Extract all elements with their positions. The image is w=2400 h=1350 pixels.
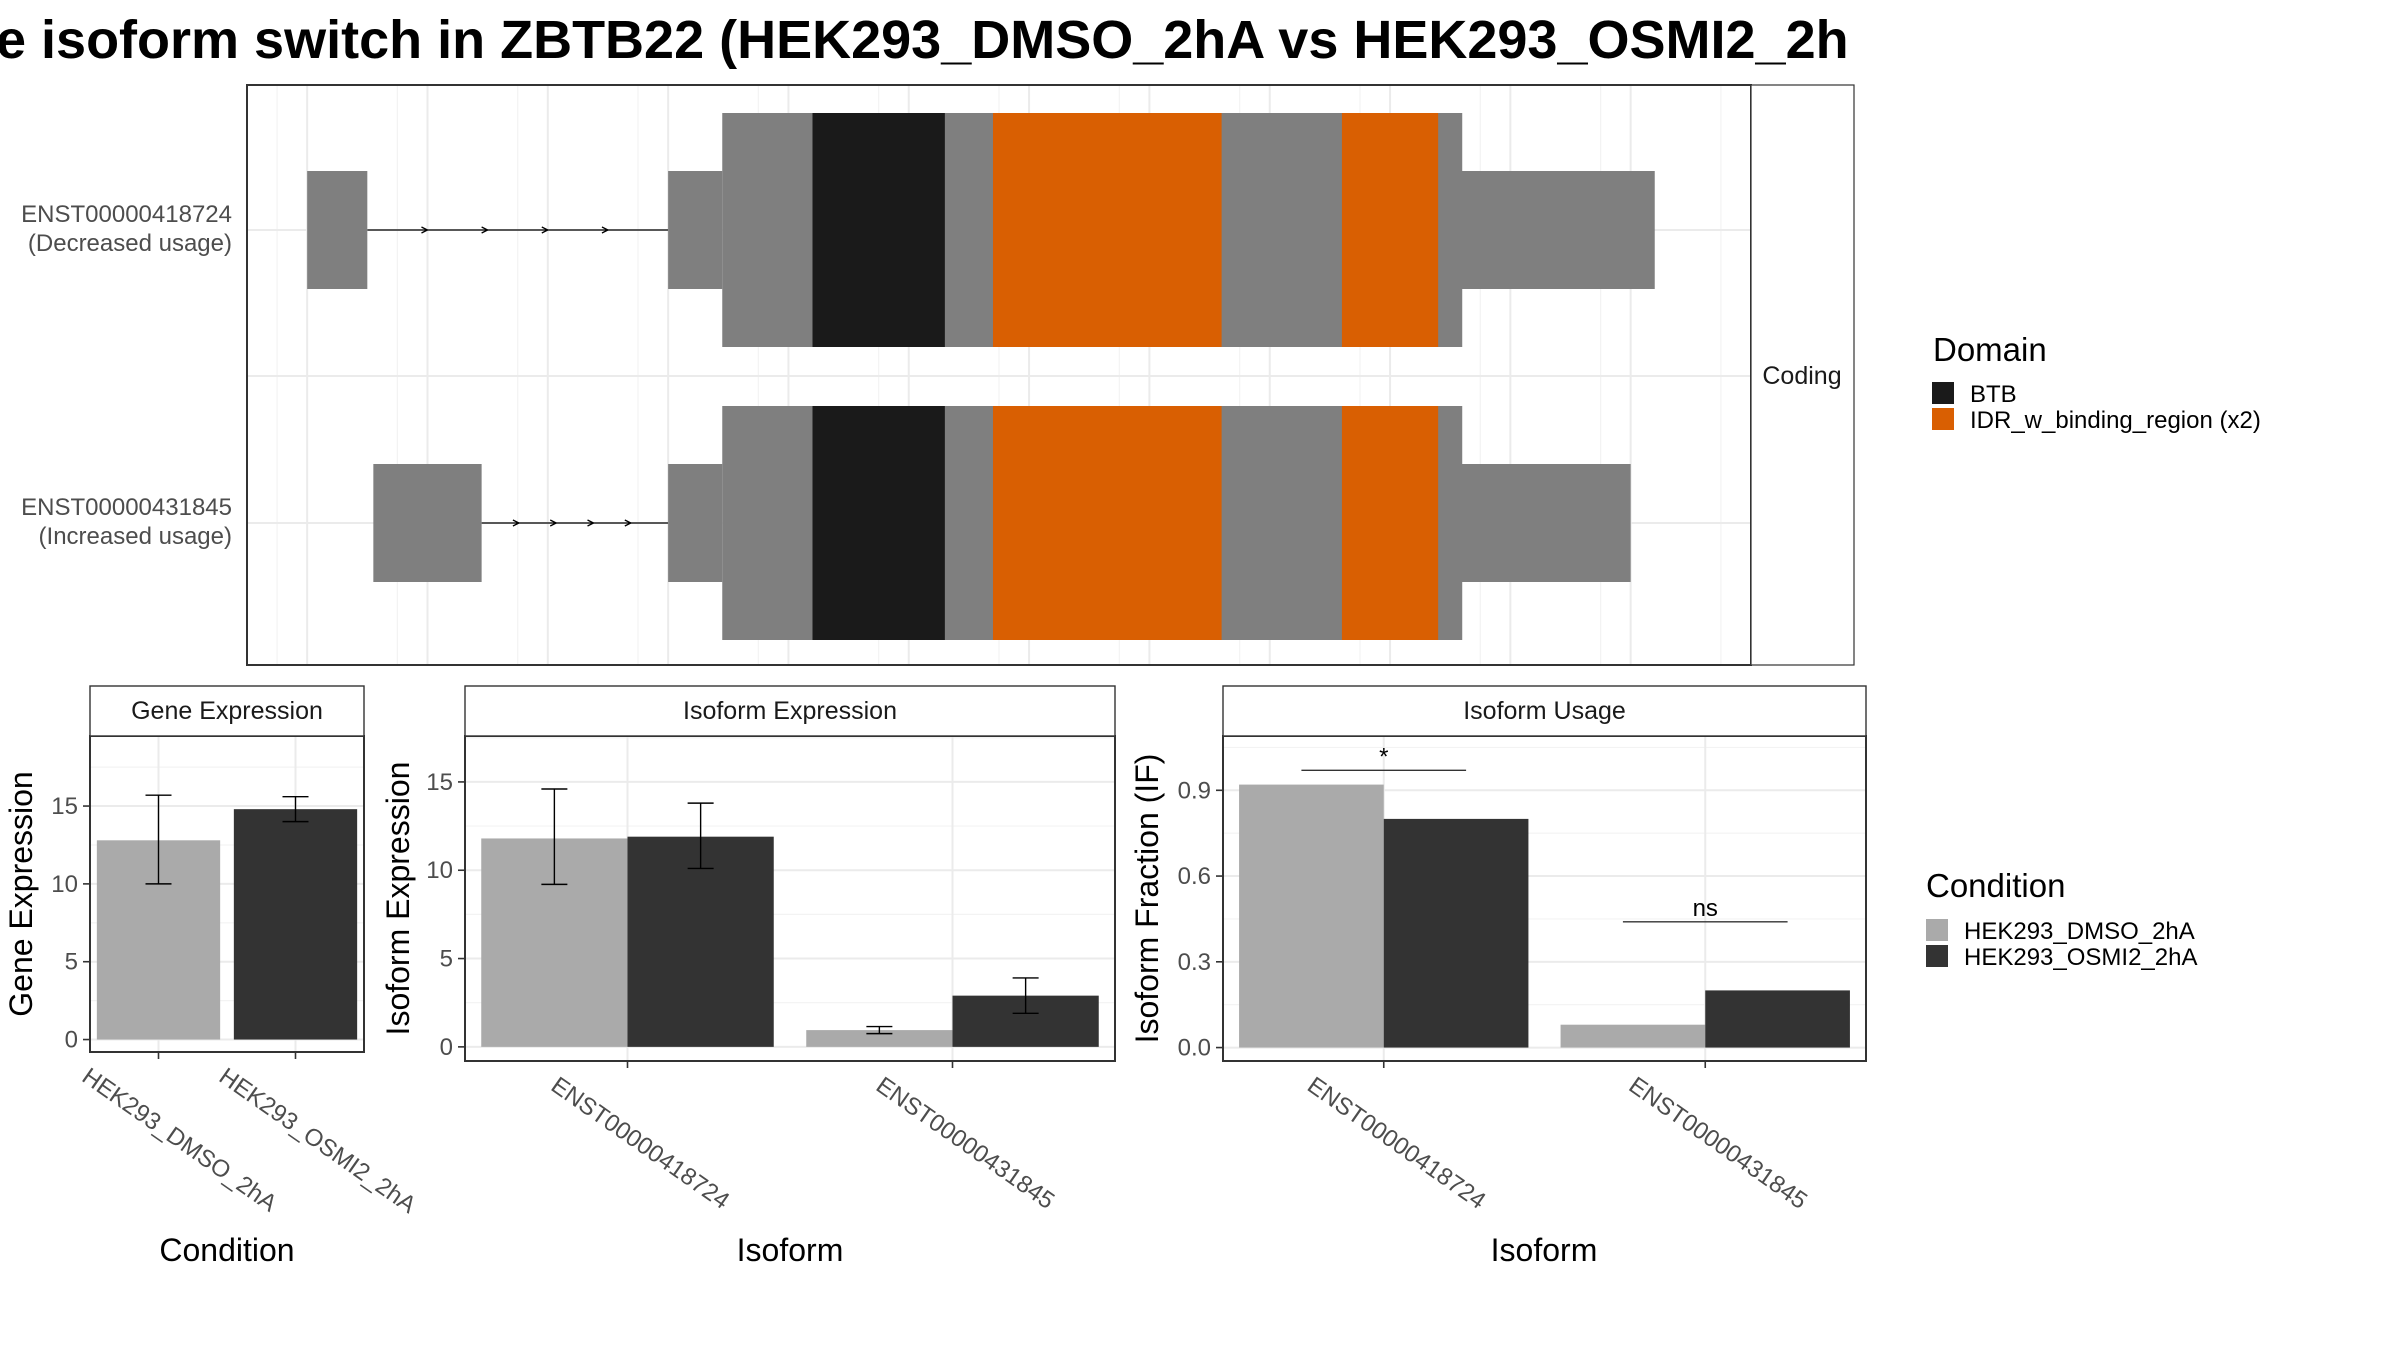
panel-strip-title: Gene Expression (131, 697, 323, 725)
y-tick-label: 0.3 (1178, 949, 1211, 976)
legend-label-dmso: HEK293_DMSO_2hA (1964, 918, 2195, 945)
significance-label: * (1379, 743, 1388, 770)
legend-key-idr (1932, 408, 1954, 430)
figure-title: e isoform switch in ZBTB22 (HEK293_DMSO_… (0, 10, 1849, 70)
isoform-1-id: ENST00000418724 (21, 201, 232, 228)
idr-domain (992, 406, 1222, 640)
intron-direction-arrow (421, 226, 429, 234)
bar-HEK293_DMSO_2hA-ENST00000431845 (1560, 1024, 1706, 1048)
intron-direction-arrow (541, 226, 550, 234)
isoform-2-id: ENST00000431845 (21, 494, 232, 521)
utr-exon-cds-leading (668, 171, 723, 289)
bar-HEK293_OSMI2_2hA (233, 809, 358, 1040)
panel-strip-title: Isoform Expression (683, 697, 897, 725)
bar-HEK293_DMSO_2hA-ENST00000418724 (1239, 784, 1384, 1048)
panel-strip-title: Isoform Usage (1463, 697, 1626, 725)
isoform-usage-panel: * ns Isoform Usage 0.0 0.3 0.6 0.9 ENST00000418… (1129, 685, 1867, 1268)
intron-direction-arrow (601, 226, 610, 234)
condition-legend: Condition HEK293_DMSO_2hA HEK293_OSMI2_2… (1926, 867, 2197, 971)
intron-direction-arrow (512, 519, 521, 527)
legend-key-dmso (1926, 919, 1948, 941)
y-tick-label: 15 (426, 769, 453, 796)
transcript-structure-panel: Coding ENST00000418724 (Decreased usage)… (21, 84, 1855, 666)
y-tick-label: 15 (51, 793, 78, 820)
isoform-1-usage: (Decreased usage) (28, 230, 232, 257)
bar-HEK293_OSMI2_2hA-ENST00000418724 (1383, 818, 1529, 1048)
panel-strip (1222, 685, 1867, 737)
y-tick-label: 10 (426, 857, 453, 884)
intron-direction-arrow (587, 519, 595, 527)
x-axis-title: Condition (159, 1232, 294, 1268)
intron-direction-arrow (549, 519, 558, 527)
x-axis-title: Isoform (1491, 1232, 1598, 1268)
panel-strip (89, 685, 365, 737)
idr-domain (992, 113, 1222, 347)
significance-label: ns (1693, 895, 1718, 922)
utr-exon-end (1450, 171, 1655, 289)
utr-exon-start (307, 171, 368, 289)
condition-legend-title: Condition (1926, 867, 2065, 904)
isoform-1-track (307, 113, 1655, 347)
legend-key-osmi2 (1926, 945, 1948, 967)
y-tick-label: 5 (440, 946, 453, 973)
utr-exon-end (1450, 464, 1631, 582)
y-tick-label: 0.9 (1178, 777, 1211, 804)
x-axis-title: Isoform (737, 1232, 844, 1268)
gene-expression-panel: Gene Expression051015HEK293_DMSO_2hAHEK2… (3, 685, 421, 1268)
x-tick-label: ENST00000431845 (1624, 1072, 1812, 1215)
legend-label-btb: BTB (1970, 381, 2017, 408)
x-tick-label: ENST00000431845 (871, 1072, 1059, 1215)
panel-strip (464, 685, 1116, 737)
btb-domain (812, 406, 945, 640)
idr-domain (1341, 113, 1439, 347)
bar-HEK293_DMSO_2hA-ENST00000431845 (806, 1030, 953, 1047)
y-axis-title: Gene Expression (3, 771, 39, 1016)
y-axis-title: Isoform Expression (380, 762, 416, 1036)
y-tick-label: 0 (440, 1034, 453, 1061)
y-tick-label: 0 (65, 1027, 78, 1054)
intron-direction-arrow (481, 226, 490, 234)
structure-isoform-rows (307, 113, 1655, 640)
y-axis-title: Isoform Fraction (IF) (1129, 754, 1165, 1044)
y-tick-label: 10 (51, 871, 78, 898)
utr-exon-cds-leading (668, 464, 723, 582)
isoform-2-usage: (Increased usage) (39, 523, 232, 550)
legend-key-btb (1932, 382, 1954, 404)
y-tick-label: 0.0 (1178, 1035, 1211, 1062)
intron-direction-arrow (624, 519, 633, 527)
structure-facet-label: Coding (1762, 362, 1841, 390)
legend-label-osmi2: HEK293_OSMI2_2hA (1964, 944, 2197, 971)
bar-HEK293_OSMI2_2hA-ENST00000418724 (627, 836, 774, 1047)
x-tick-label: ENST00000418724 (546, 1072, 734, 1215)
domain-legend-title: Domain (1933, 331, 2047, 368)
y-tick-label: 0.6 (1178, 863, 1211, 890)
x-tick-label: ENST00000418724 (1302, 1072, 1490, 1215)
btb-domain (812, 113, 945, 347)
utr-exon-start (373, 464, 482, 582)
y-tick-label: 5 (65, 949, 78, 976)
idr-domain (1341, 406, 1439, 640)
domain-legend: Domain BTB IDR_w_binding_region (x2) (1932, 331, 2261, 434)
isoform-expression-panel: Isoform Expression 0 5 10 15 ENST00000418724 E… (380, 685, 1116, 1268)
structure-facet-strip (1750, 84, 1855, 666)
legend-label-idr: IDR_w_binding_region (x2) (1970, 407, 2261, 434)
bar-HEK293_OSMI2_2hA-ENST00000431845 (1705, 990, 1850, 1048)
isoform-2-track (373, 406, 1631, 640)
